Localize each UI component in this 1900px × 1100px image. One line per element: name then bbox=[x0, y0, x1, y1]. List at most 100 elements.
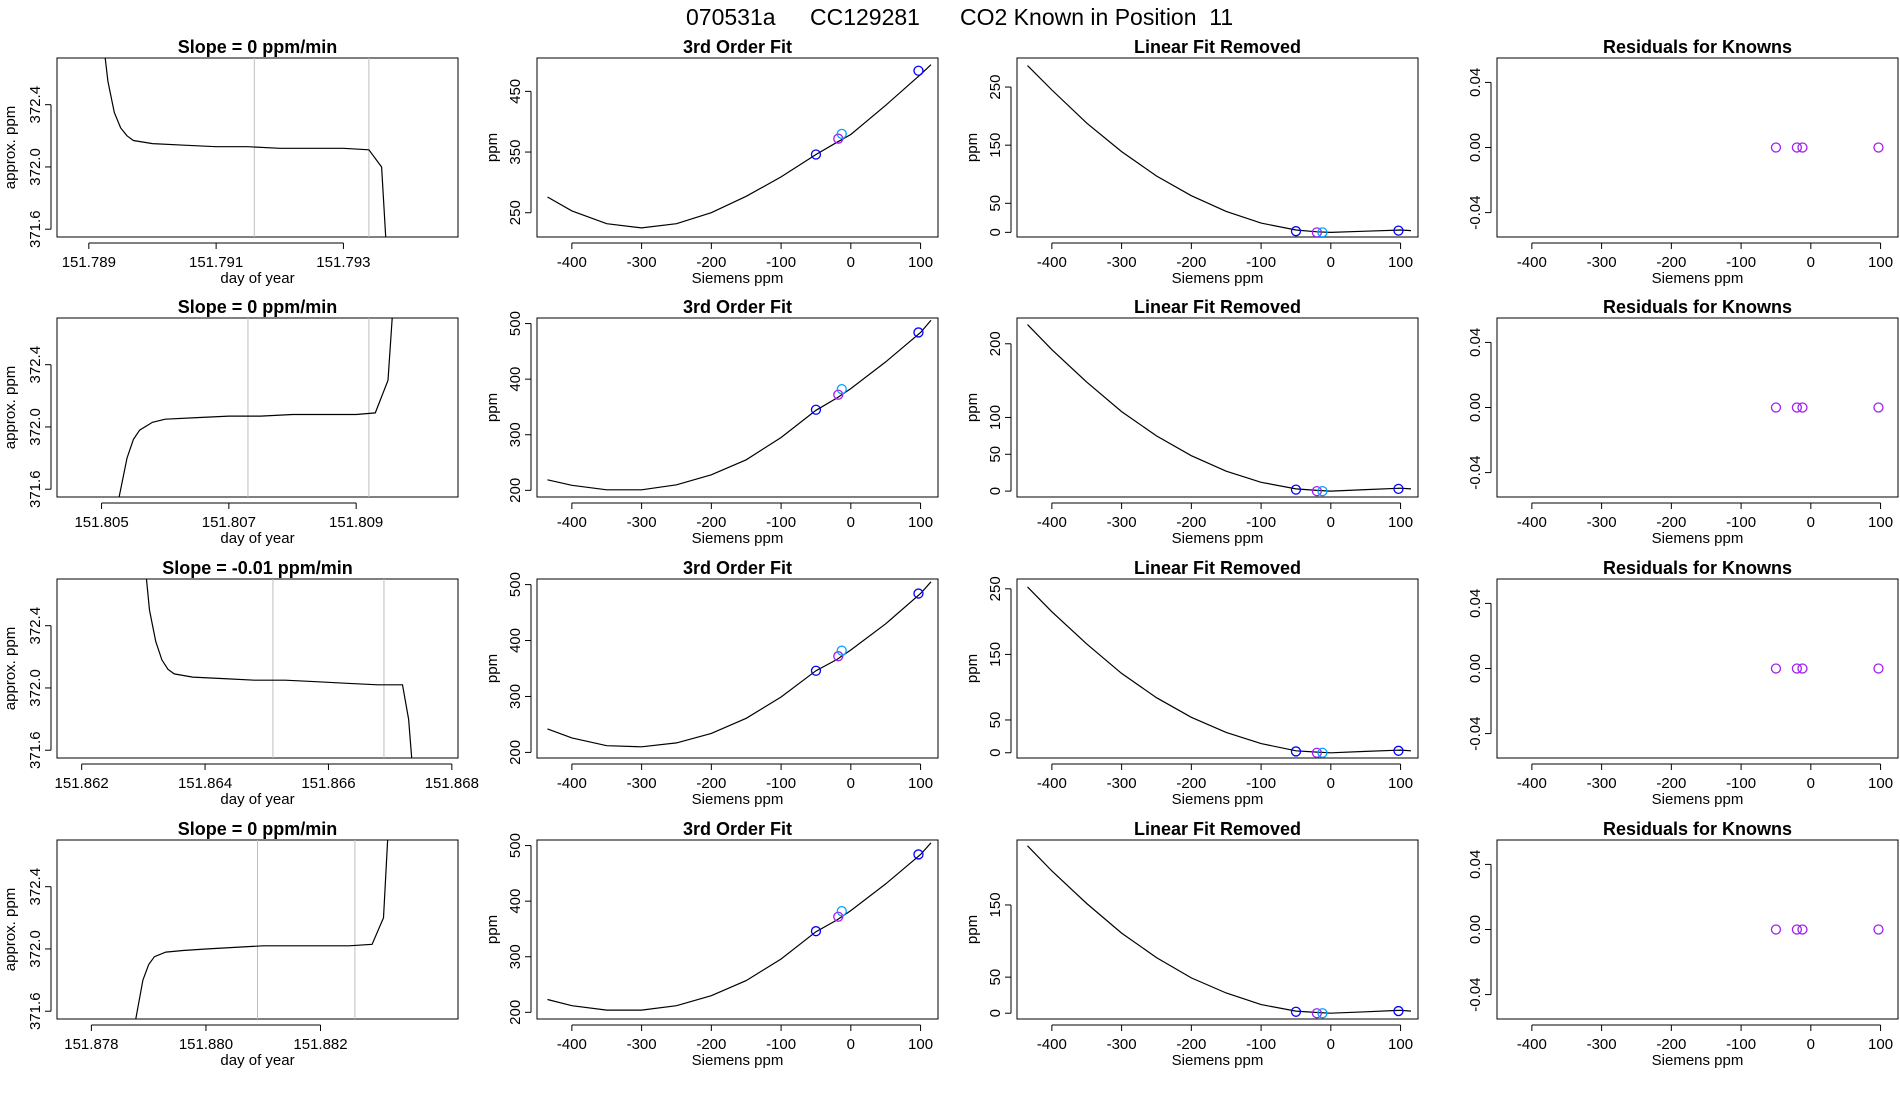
plot-data bbox=[118, 318, 393, 497]
chart-title: 3rd Order Fit bbox=[683, 37, 792, 57]
y-tick-label: 500 bbox=[507, 311, 524, 336]
page-title: 070531a CC129281 CO2 Known in Position 1… bbox=[0, 2, 1900, 32]
tank-id: CC129281 bbox=[810, 4, 920, 30]
known-point bbox=[1393, 745, 1404, 756]
x-tick-label: -100 bbox=[766, 1036, 796, 1053]
residual-point bbox=[1873, 142, 1884, 153]
known-point bbox=[810, 926, 822, 937]
known-point bbox=[1311, 485, 1323, 497]
x-axis-label: day of year bbox=[220, 1052, 294, 1069]
plot-data bbox=[1770, 142, 1884, 153]
known-point bbox=[913, 65, 924, 76]
chart-panel-fit-0: 3rd Order Fit -400 -300 -200 -100 0 100 Siemens… bbox=[484, 37, 939, 287]
x-tick-label: 0 bbox=[1807, 1036, 1815, 1053]
plot-frame bbox=[56, 578, 459, 759]
x-tick-label: -100 bbox=[1726, 254, 1756, 271]
x-tick-label: 0 bbox=[1327, 514, 1335, 531]
chart-title: Residuals for Knowns bbox=[1603, 819, 1792, 839]
x-tick-label: -300 bbox=[1107, 514, 1137, 531]
run-id: 070531a bbox=[686, 4, 776, 30]
x-tick-label: -200 bbox=[696, 1036, 726, 1053]
series-line bbox=[1027, 586, 1412, 754]
y-tick-label: 300 bbox=[507, 684, 524, 709]
y-tick-label: 0.04 bbox=[1467, 328, 1484, 357]
chart-title: Residuals for Knowns bbox=[1603, 297, 1792, 317]
x-tick-label: 151.880 bbox=[179, 1036, 233, 1053]
plot-data bbox=[1027, 65, 1412, 237]
x-tick-label: 151.882 bbox=[293, 1036, 347, 1053]
chart-title: Slope = 0 ppm/min bbox=[178, 297, 338, 317]
x-axis-label: day of year bbox=[220, 530, 294, 547]
plot-frame bbox=[536, 317, 939, 498]
y-tick-label: 372.0 bbox=[27, 408, 44, 446]
plot-frame bbox=[1016, 317, 1419, 498]
known-point bbox=[1393, 483, 1404, 495]
x-tick-label: -200 bbox=[1176, 514, 1206, 531]
x-tick-label: -300 bbox=[627, 1036, 657, 1053]
residual-point bbox=[1797, 142, 1808, 153]
x-tick-label: -400 bbox=[1517, 514, 1547, 531]
y-tick-label: 500 bbox=[507, 572, 524, 597]
known-point bbox=[836, 645, 847, 656]
x-tick-label: 100 bbox=[1388, 1036, 1413, 1053]
y-tick-label: 0.00 bbox=[1467, 393, 1484, 422]
plot-frame bbox=[1496, 317, 1899, 498]
series-line bbox=[104, 58, 387, 237]
x-axis-label: Siemens ppm bbox=[1172, 791, 1264, 808]
y-tick-label: 250 bbox=[987, 576, 1004, 601]
chart-title: Residuals for Knowns bbox=[1603, 37, 1792, 57]
x-tick-label: 0 bbox=[1327, 1036, 1335, 1053]
x-tick-label: -400 bbox=[1037, 775, 1067, 792]
y-axis-label: ppm bbox=[484, 654, 501, 683]
residual-point bbox=[1791, 663, 1803, 674]
y-tick-label: 50 bbox=[987, 446, 1004, 463]
y-axis-label: ppm bbox=[484, 393, 501, 422]
x-tick-label: 151.793 bbox=[316, 254, 370, 271]
x-tick-label: -200 bbox=[696, 514, 726, 531]
x-tick-label: -400 bbox=[1517, 1036, 1547, 1053]
x-tick-label: 100 bbox=[1868, 775, 1893, 792]
x-tick-label: -300 bbox=[1587, 514, 1617, 531]
y-tick-label: 371.6 bbox=[27, 470, 44, 508]
x-tick-label: -300 bbox=[1107, 1036, 1137, 1053]
x-tick-label: 151.868 bbox=[425, 775, 479, 792]
x-tick-label: -100 bbox=[1726, 1036, 1756, 1053]
y-tick-label: 300 bbox=[507, 422, 524, 447]
y-tick-label: 371.6 bbox=[27, 210, 44, 248]
plot-frame bbox=[536, 839, 939, 1020]
x-tick-label: -100 bbox=[766, 775, 796, 792]
plot-data bbox=[1770, 402, 1884, 413]
y-tick-label: -0.04 bbox=[1467, 195, 1484, 229]
chart-title: Slope = -0.01 ppm/min bbox=[162, 558, 353, 578]
x-tick-label: 100 bbox=[908, 1036, 933, 1053]
plot-frame bbox=[536, 57, 939, 238]
known-point bbox=[836, 128, 847, 139]
x-axis-label: Siemens ppm bbox=[1652, 270, 1744, 287]
y-tick-label: 0.04 bbox=[1467, 850, 1484, 879]
known-point bbox=[1311, 747, 1323, 758]
known-point bbox=[810, 404, 822, 415]
known-point bbox=[1290, 746, 1302, 757]
known-point bbox=[1317, 227, 1328, 237]
x-tick-label: 100 bbox=[908, 514, 933, 531]
x-tick-label: 100 bbox=[1388, 254, 1413, 271]
x-tick-label: -100 bbox=[1726, 775, 1756, 792]
y-axis-label: approx. ppm bbox=[2, 888, 19, 971]
x-tick-label: -100 bbox=[1246, 254, 1276, 271]
plot-data bbox=[547, 64, 932, 229]
plot-frame bbox=[1016, 839, 1419, 1020]
y-tick-label: 150 bbox=[987, 642, 1004, 667]
plot-frame bbox=[56, 57, 459, 238]
y-tick-label: 400 bbox=[507, 367, 524, 392]
x-tick-label: -200 bbox=[1656, 254, 1686, 271]
y-axis-label: ppm bbox=[964, 133, 981, 162]
y-tick-label: 371.6 bbox=[27, 731, 44, 769]
plot-frame bbox=[1496, 57, 1899, 238]
x-tick-label: -300 bbox=[627, 514, 657, 531]
known-point bbox=[1290, 484, 1302, 495]
series-line bbox=[1027, 324, 1412, 492]
residual-point bbox=[1770, 402, 1782, 413]
plot-data bbox=[1027, 324, 1412, 497]
x-tick-label: 0 bbox=[1807, 775, 1815, 792]
x-tick-label: 151.866 bbox=[301, 775, 355, 792]
